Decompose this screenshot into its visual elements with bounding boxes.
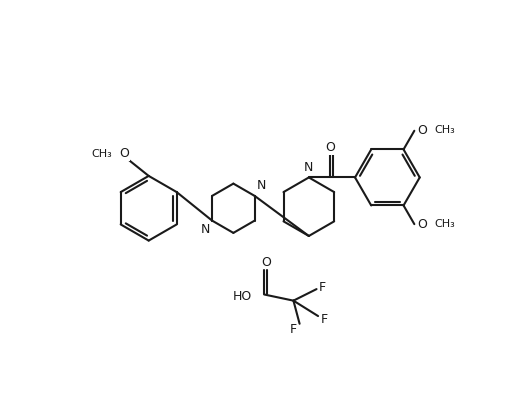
Text: N: N — [257, 179, 267, 192]
Text: O: O — [326, 141, 335, 154]
Text: O: O — [417, 218, 427, 231]
Text: F: F — [290, 323, 297, 336]
Text: HO: HO — [232, 289, 252, 302]
Text: N: N — [304, 161, 313, 174]
Text: O: O — [119, 147, 129, 160]
Text: F: F — [319, 281, 326, 294]
Text: N: N — [201, 223, 210, 236]
Text: CH₃: CH₃ — [434, 125, 455, 135]
Text: CH₃: CH₃ — [92, 149, 112, 159]
Text: O: O — [417, 123, 427, 136]
Text: O: O — [261, 256, 271, 269]
Text: CH₃: CH₃ — [434, 219, 455, 229]
Text: F: F — [321, 312, 328, 326]
